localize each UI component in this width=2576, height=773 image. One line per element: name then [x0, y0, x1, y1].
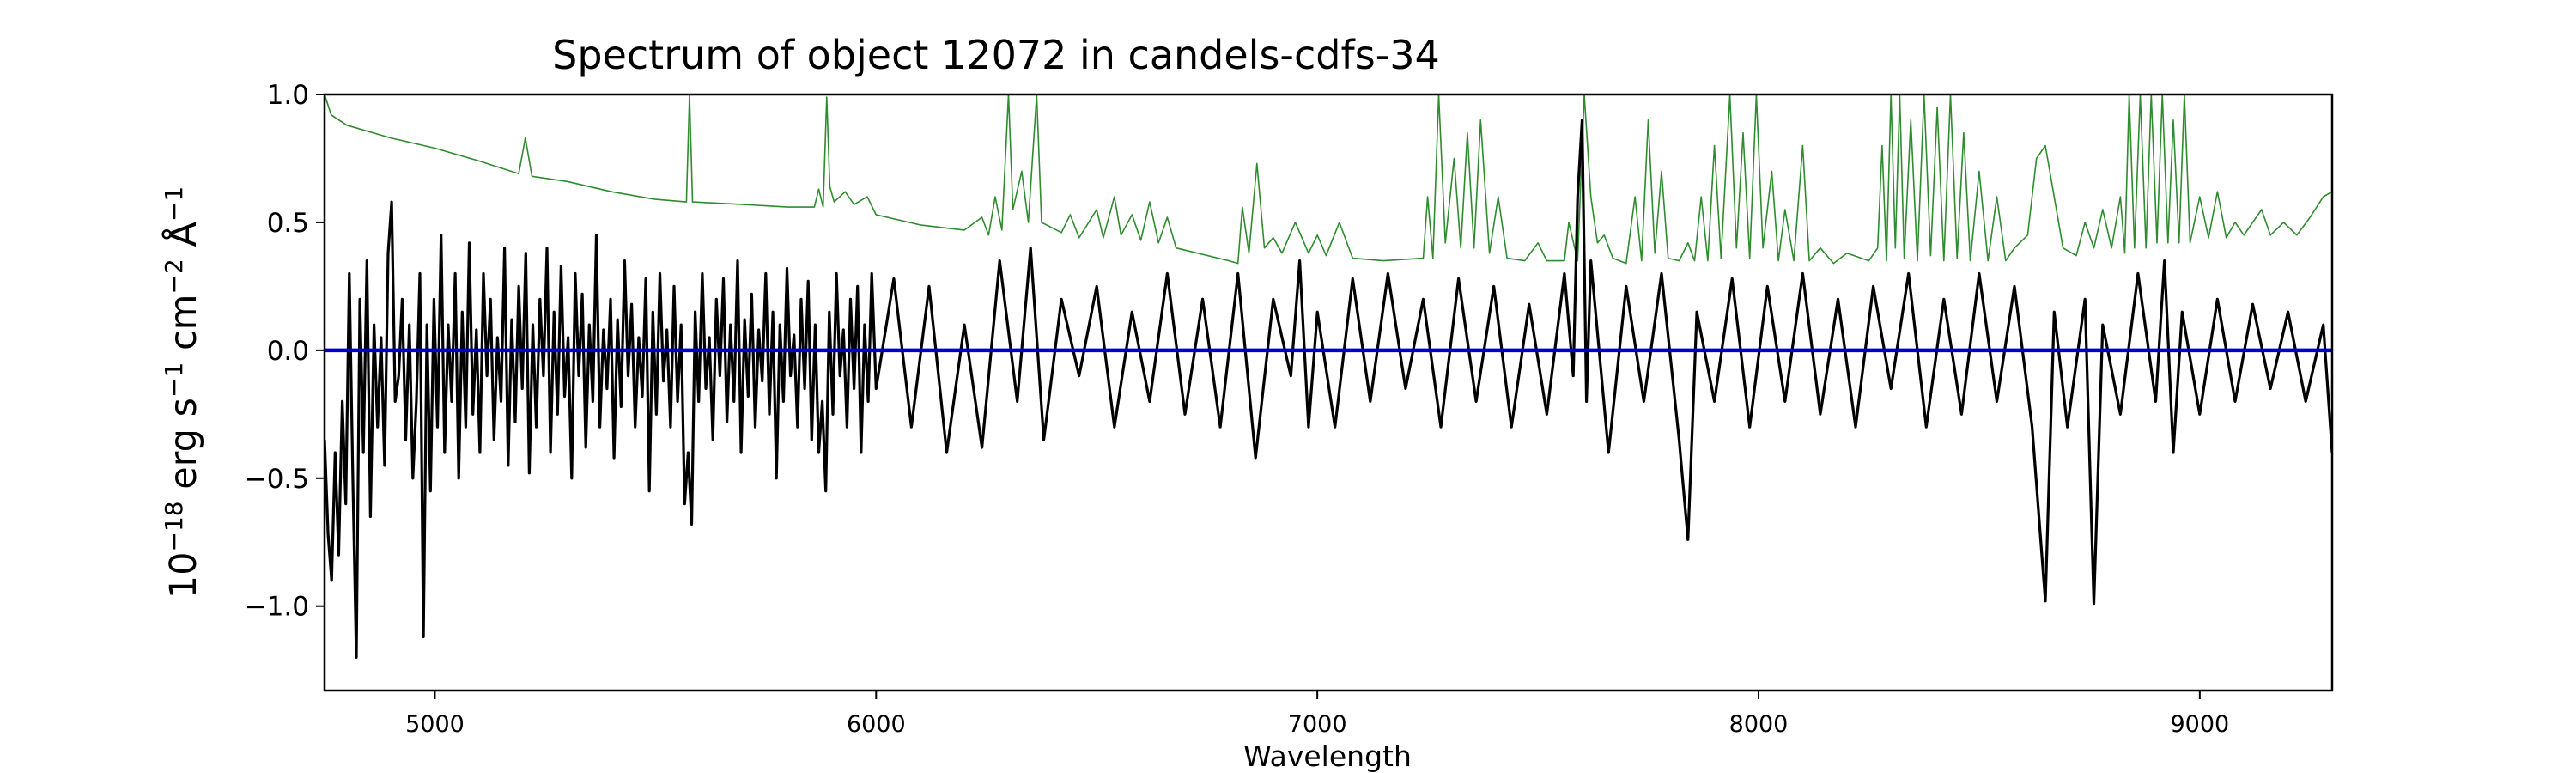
ylabel-exp1: −18	[160, 501, 188, 551]
ylabel-exp2: −1	[160, 362, 188, 398]
y-tick-label: 0.5	[267, 208, 309, 239]
ylabel-t2: cm	[162, 294, 205, 362]
ylabel-t3: Å	[161, 222, 205, 259]
plot-frame	[323, 93, 2334, 692]
x-tick-label: 9000	[2170, 711, 2229, 738]
ylabel-exp3: −2	[160, 259, 188, 294]
ylabel-prefix: 10	[162, 551, 205, 599]
y-tick-label: −0.5	[245, 464, 309, 495]
series-layer	[325, 94, 2332, 659]
x-tick-label: 7000	[1288, 711, 1347, 738]
plot-area	[323, 93, 2334, 692]
y-tick-label: 0.0	[267, 336, 309, 367]
y-tick-label: 1.0	[267, 80, 309, 111]
y-tick-label: −1.0	[245, 592, 309, 623]
x-axis-label: Wavelength	[1243, 740, 1412, 773]
chart-title: Spectrum of object 12072 in candels-cdfs…	[552, 32, 1440, 78]
noise-series-line	[325, 94, 2332, 265]
ylabel-t1: erg s	[162, 398, 205, 501]
x-tick-label: 6000	[847, 711, 906, 738]
flux-series-line	[325, 119, 2332, 659]
x-axis: 5000 6000 7000 8000 9000	[405, 691, 2229, 738]
y-axis-label: 10−18 erg s−1 cm−2 Å−1	[160, 186, 205, 599]
y-axis: −1.0 −0.5 0.0 0.5 1.0	[245, 80, 325, 623]
x-tick-label: 8000	[1729, 711, 1789, 738]
ylabel-exp4: −1	[160, 186, 188, 222]
x-tick-label: 5000	[405, 711, 465, 738]
